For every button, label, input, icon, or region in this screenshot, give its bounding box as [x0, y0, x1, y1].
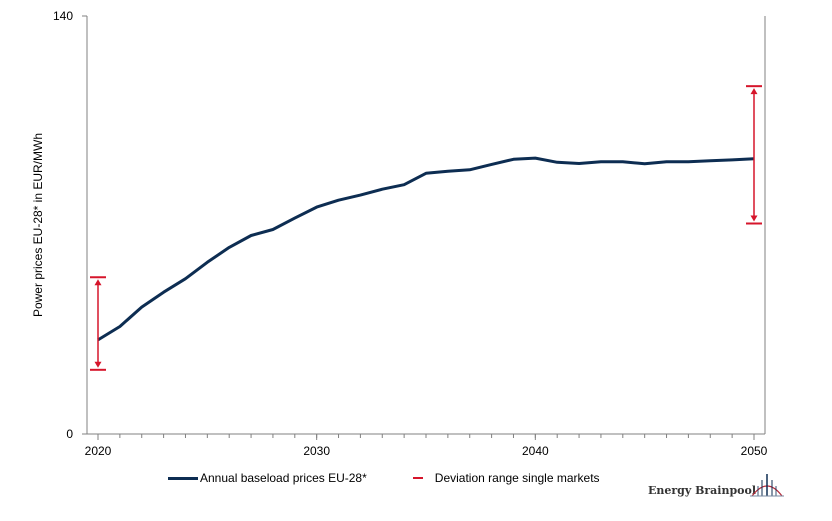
range-arrowhead-up	[750, 88, 758, 95]
legend-label-deviation: Deviation range single markets	[434, 471, 600, 485]
legend-item-baseload: Annual baseload prices EU-28*	[168, 471, 367, 485]
y-tick-label: 0	[66, 427, 73, 441]
range-arrowhead-up	[94, 279, 102, 286]
legend-dash-swatch	[412, 477, 423, 479]
legend: Annual baseload prices EU-28* Deviation …	[168, 468, 638, 488]
series-line-baseload	[97, 156, 755, 342]
x-tick-label: 2050	[741, 444, 768, 458]
logo-text: Energy Brainpool	[648, 484, 757, 497]
chart-marks	[90, 85, 762, 371]
x-tick-label: 2040	[522, 444, 549, 458]
axes: 0 140 2020 2030 2040 2050	[53, 9, 768, 458]
range-arrowhead-down	[750, 215, 758, 222]
bridge-logo-icon	[750, 474, 784, 497]
energy-brainpool-logo: Energy Brainpool	[648, 472, 788, 500]
range-arrowhead-down	[94, 361, 102, 368]
x-tick-label: 2030	[303, 444, 330, 458]
legend-item-deviation: Deviation range single markets	[405, 471, 600, 485]
legend-label-baseload: Annual baseload prices EU-28*	[200, 471, 367, 485]
legend-line-swatch	[168, 476, 198, 480]
y-axis-label: Power prices EU-28* in EUR/MWh	[31, 133, 45, 317]
x-tick-label: 2020	[85, 444, 112, 458]
y-tick-label: 140	[53, 9, 73, 23]
